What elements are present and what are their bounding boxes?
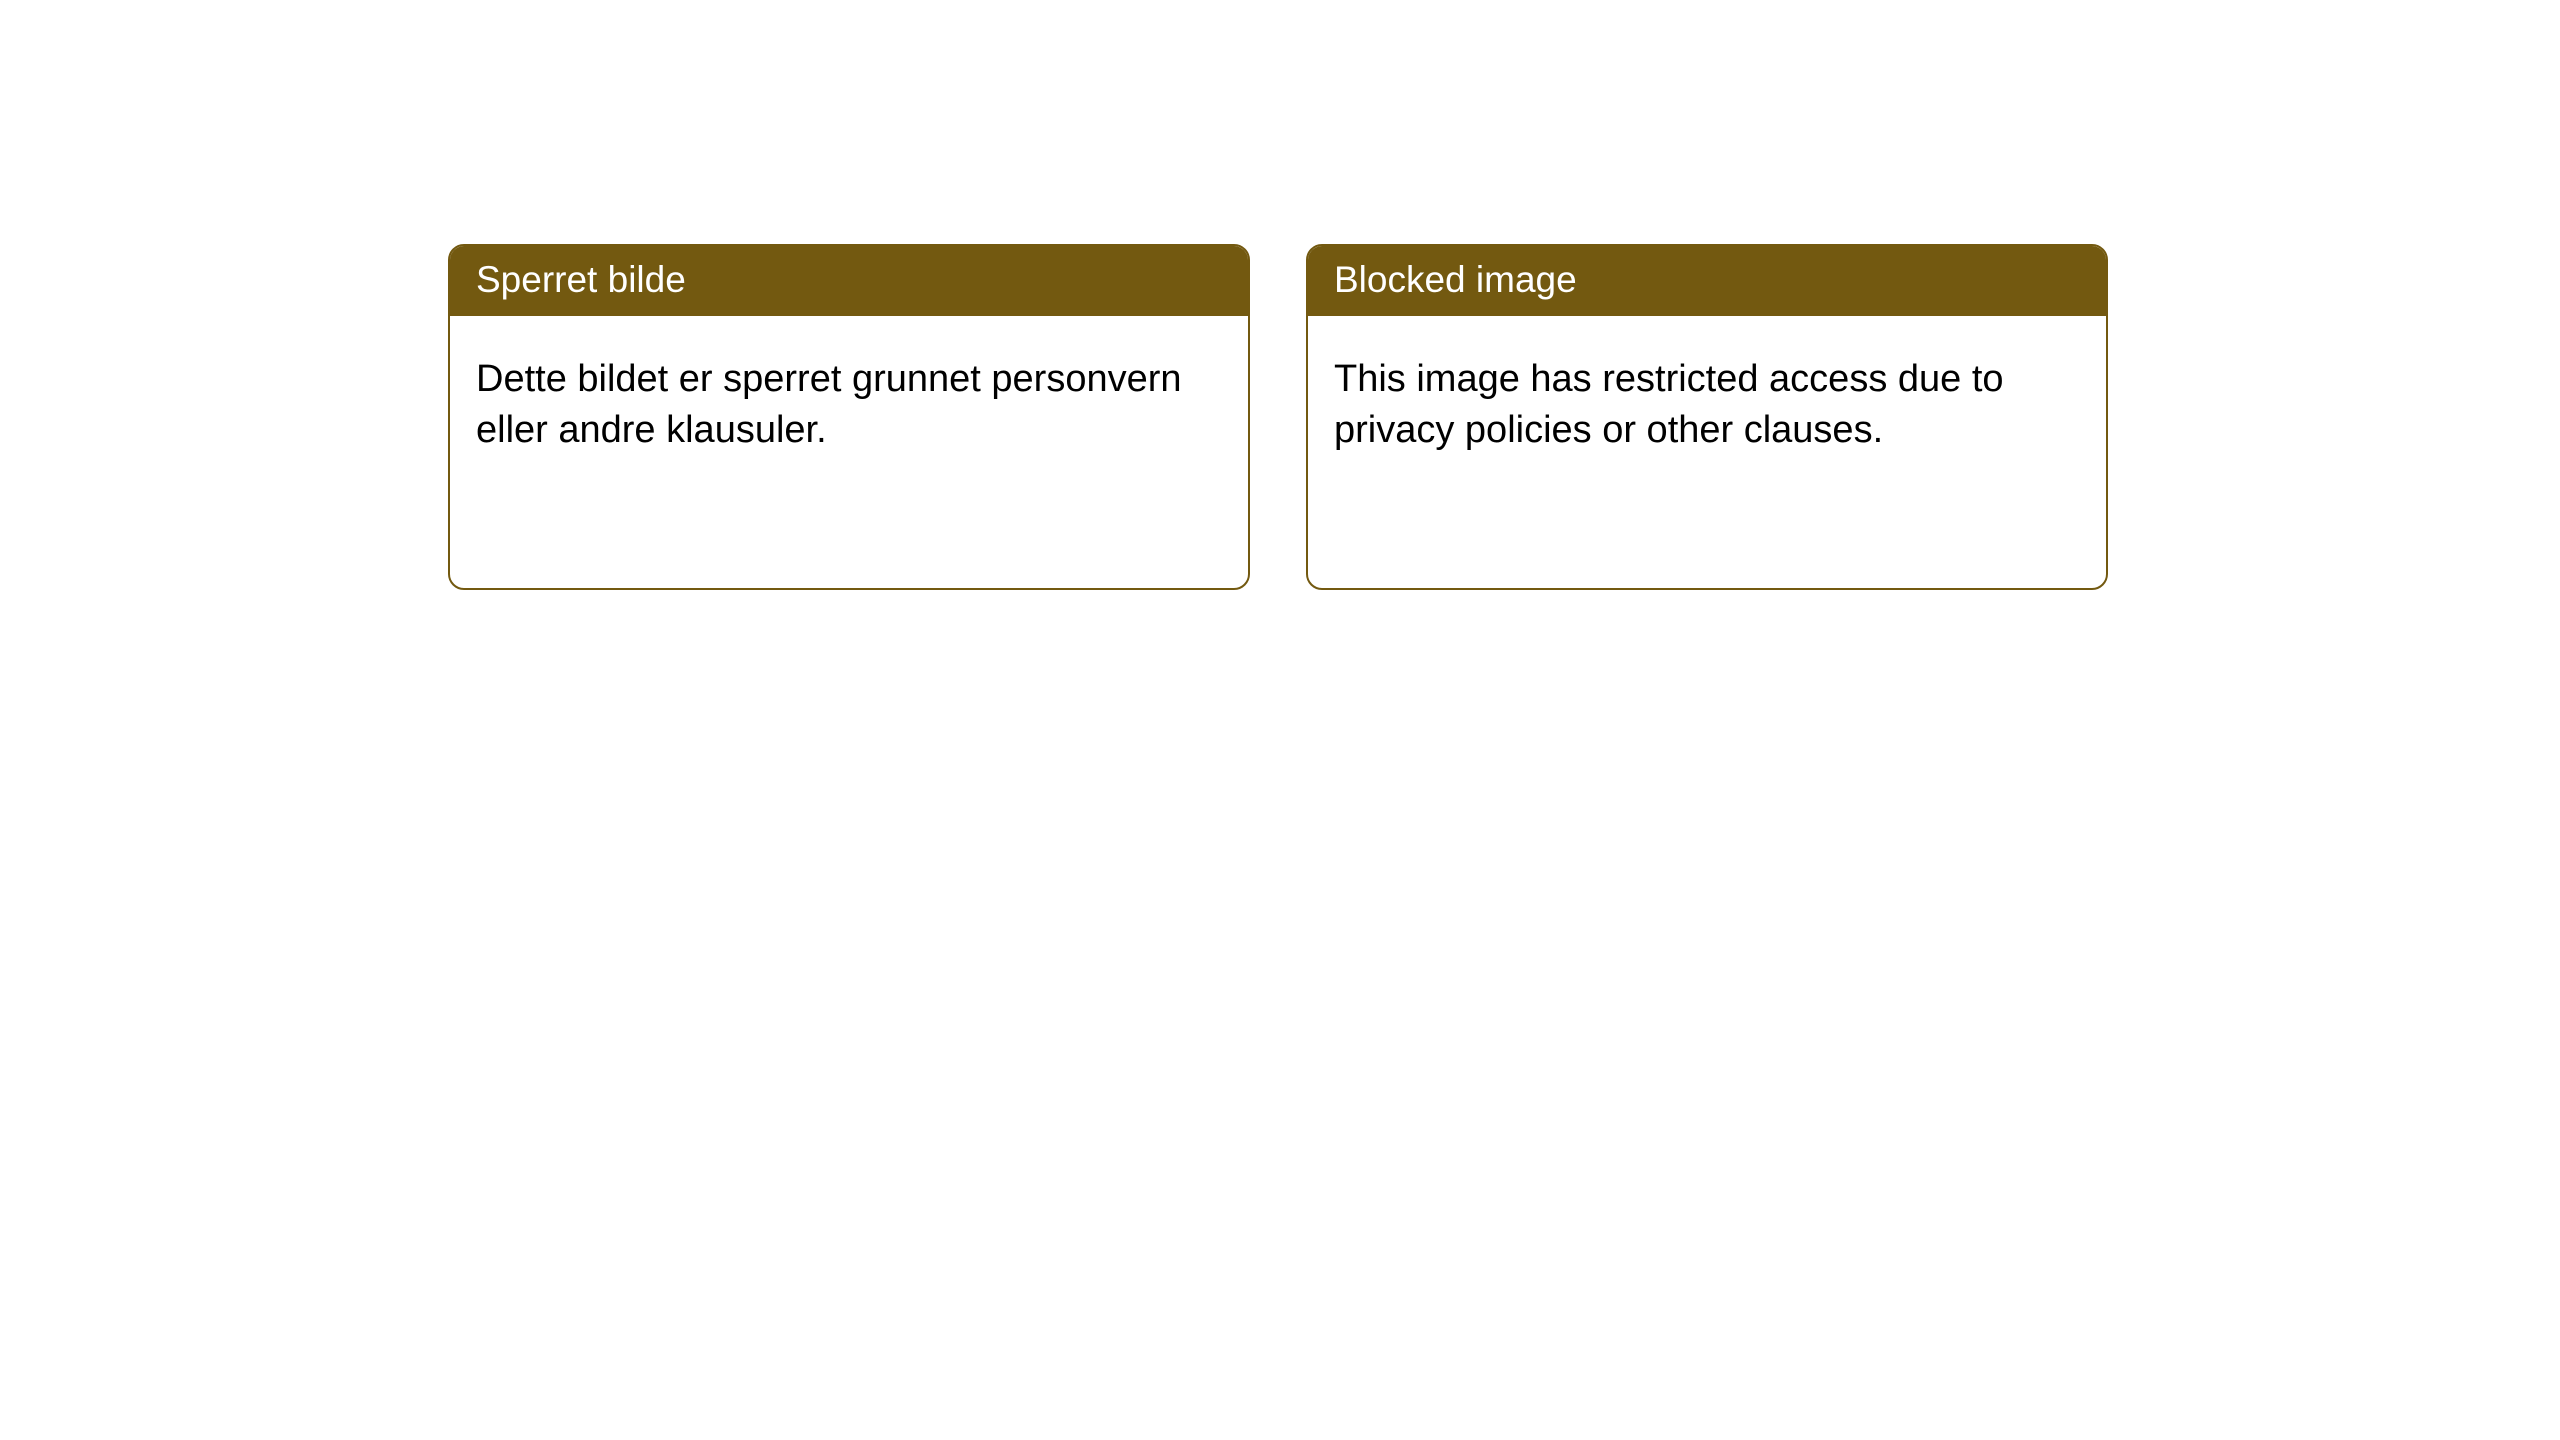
notice-card-norwegian: Sperret bilde Dette bildet er sperret gr…	[448, 244, 1250, 590]
notice-card-english: Blocked image This image has restricted …	[1306, 244, 2108, 590]
notice-body: This image has restricted access due to …	[1308, 316, 2106, 588]
notice-header: Sperret bilde	[450, 246, 1248, 316]
notice-container: Sperret bilde Dette bildet er sperret gr…	[0, 0, 2560, 590]
notice-header: Blocked image	[1308, 246, 2106, 316]
notice-body: Dette bildet er sperret grunnet personve…	[450, 316, 1248, 588]
